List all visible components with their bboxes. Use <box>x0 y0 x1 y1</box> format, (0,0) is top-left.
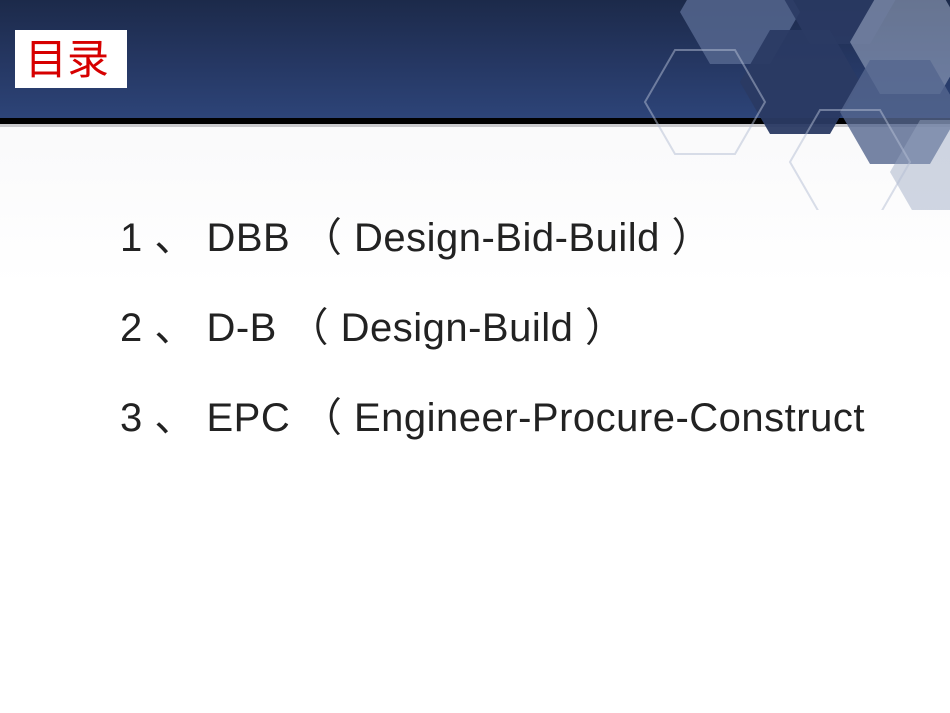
toc-item-num: 1 、 <box>120 216 195 260</box>
toc-item-num: 2 、 <box>120 306 195 350</box>
slide: 目录 1 、 DBB （ Design-Bid-Build ） 2 、 D-B … <box>0 0 950 713</box>
slide-title: 目录 <box>25 38 109 84</box>
toc-item: 2 、 D-B （ Design-Build ） <box>120 300 920 356</box>
toc-item-abbr: DBB <box>195 216 302 260</box>
title-box: 目录 <box>15 30 127 88</box>
toc-item-abbr: D-B <box>195 306 289 350</box>
toc-item-expansion: （ Design-Build ） <box>288 306 625 350</box>
header-underline <box>0 124 950 127</box>
toc-item-expansion: （ Design-Bid-Build ） <box>302 216 712 260</box>
header-band <box>0 0 950 118</box>
toc-item: 3 、 EPC （ Engineer-Procure-Construct <box>120 390 920 446</box>
toc-list: 1 、 DBB （ Design-Bid-Build ） 2 、 D-B （ D… <box>120 210 920 480</box>
toc-item-num: 3 、 <box>120 396 195 440</box>
toc-item: 1 、 DBB （ Design-Bid-Build ） <box>120 210 920 266</box>
toc-item-expansion: （ Engineer-Procure-Construct <box>302 396 865 440</box>
toc-item-abbr: EPC <box>195 396 302 440</box>
